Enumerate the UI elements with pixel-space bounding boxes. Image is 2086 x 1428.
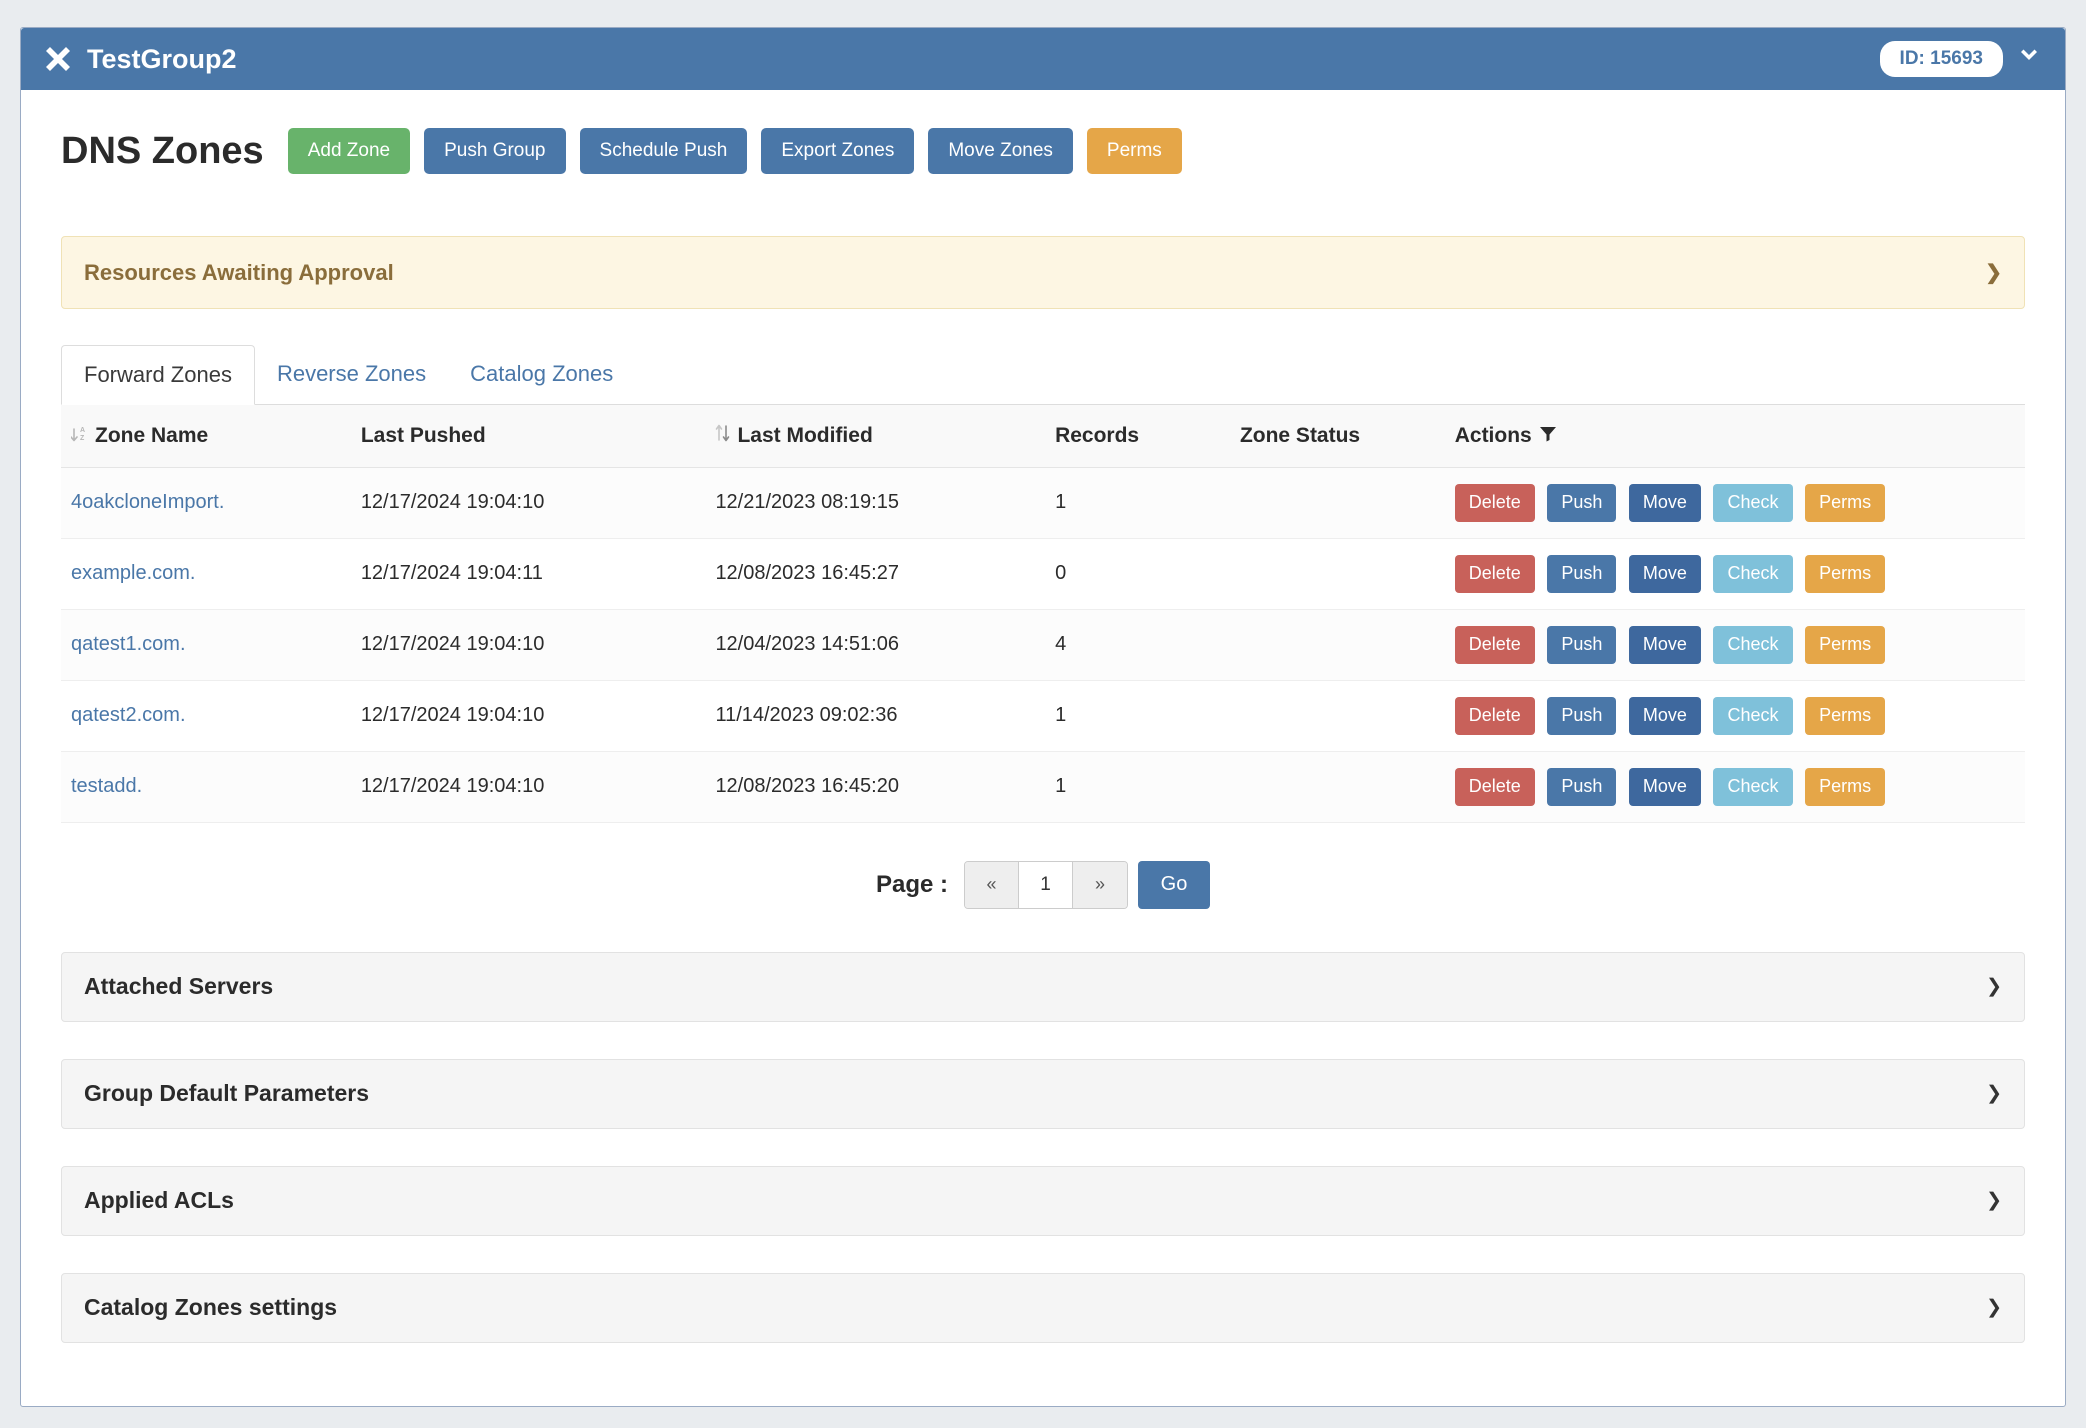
svg-text:A: A — [80, 427, 85, 434]
svg-text:Z: Z — [80, 435, 85, 442]
